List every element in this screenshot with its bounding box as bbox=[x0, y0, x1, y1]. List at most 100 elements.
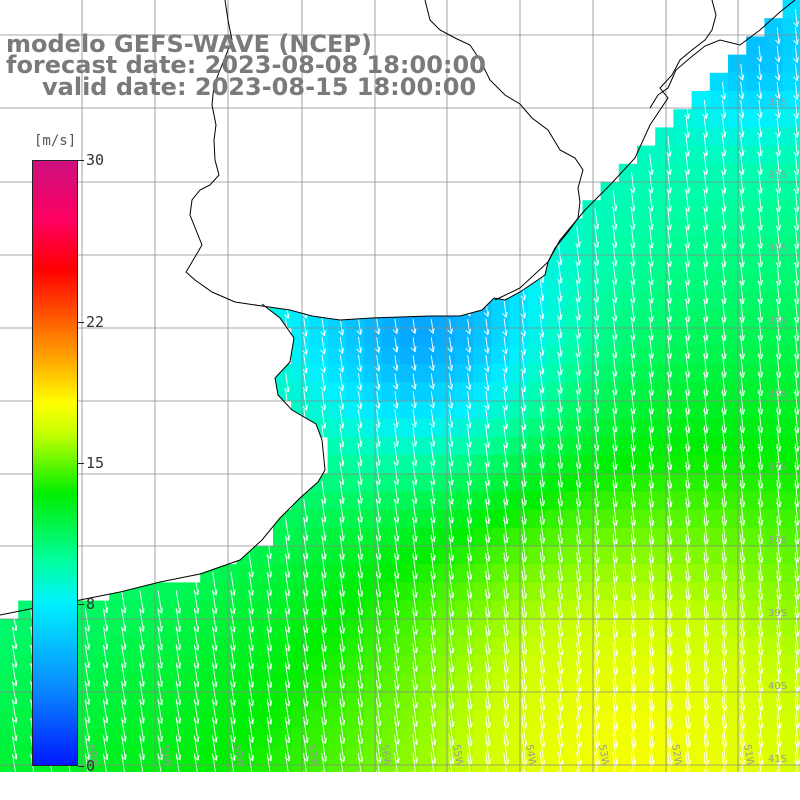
wind-arrow bbox=[702, 244, 709, 268]
wind-speed-cell bbox=[327, 364, 347, 383]
wind-speed-cell bbox=[382, 345, 401, 365]
wind-arrow bbox=[738, 117, 745, 138]
wind-speed-cell bbox=[309, 728, 329, 747]
wind-arrow bbox=[230, 753, 235, 772]
wind-arrow bbox=[594, 624, 601, 656]
wind-speed-cell bbox=[618, 436, 638, 456]
wind-arrow bbox=[721, 751, 725, 772]
wind-arrow bbox=[648, 751, 653, 772]
wind-speed-cell bbox=[36, 764, 56, 772]
wind-speed-cell bbox=[509, 691, 529, 711]
wind-speed-cell bbox=[400, 491, 420, 511]
wind-speed-cell bbox=[400, 509, 420, 529]
wind-speed-cell bbox=[436, 436, 456, 456]
wind-arrow bbox=[793, 117, 800, 138]
wind-speed-cell bbox=[309, 327, 329, 347]
wind-speed-cell bbox=[728, 491, 747, 511]
wind-speed-cell bbox=[127, 691, 147, 711]
wind-arrow bbox=[483, 336, 490, 354]
wind-speed-cell bbox=[345, 655, 365, 674]
wind-arrow bbox=[557, 516, 564, 544]
wind-arrow bbox=[575, 371, 581, 395]
wind-arrow bbox=[630, 353, 636, 378]
wind-speed-cell bbox=[309, 364, 329, 383]
wind-speed-cell bbox=[0, 746, 19, 765]
colorbar-tick-label: 15 bbox=[86, 454, 105, 472]
wind-speed-cell bbox=[673, 491, 693, 511]
wind-speed-cell bbox=[728, 109, 747, 128]
wind-map: 32S 33S 34S 35S 36S 37S 38S 39S 40S 41S 60W 59W 58W… bbox=[0, 0, 800, 772]
wind-speed-cell bbox=[182, 618, 201, 638]
wind-speed-cell bbox=[436, 728, 456, 747]
wind-speed-cell bbox=[109, 691, 128, 711]
wind-arrow bbox=[594, 751, 598, 772]
wind-arrow bbox=[356, 373, 363, 391]
wind-arrow bbox=[539, 752, 544, 772]
wind-arrow bbox=[648, 371, 654, 396]
wind-arrow bbox=[575, 226, 581, 248]
wind-speed-cell bbox=[418, 418, 438, 438]
wind-speed-cell bbox=[163, 582, 183, 602]
wind-speed-cell bbox=[309, 655, 329, 674]
wind-speed-cell bbox=[746, 182, 765, 201]
wind-speed-cell bbox=[0, 709, 19, 729]
wind-speed-cell bbox=[91, 655, 110, 674]
wind-arrow bbox=[575, 390, 582, 414]
wind-arrow bbox=[410, 355, 417, 371]
wind-speed-cell bbox=[91, 764, 110, 772]
wind-speed-cell bbox=[618, 473, 638, 492]
wind-speed-cell bbox=[236, 655, 256, 674]
wind-speed-cell bbox=[291, 527, 310, 547]
wind-speed-cell bbox=[455, 564, 474, 583]
wind-speed-cell bbox=[637, 200, 656, 219]
wind-arrow bbox=[393, 445, 399, 466]
wind-arrow bbox=[611, 190, 618, 212]
wind-speed-cell bbox=[546, 327, 565, 347]
wind-speed-cell bbox=[236, 691, 256, 711]
wind-arrow bbox=[775, 117, 781, 138]
wind-arrow bbox=[721, 480, 727, 508]
wind-arrow bbox=[175, 753, 180, 772]
wind-arrow bbox=[356, 445, 363, 467]
wind-speed-cell bbox=[691, 200, 711, 219]
wind-arrow bbox=[557, 570, 564, 600]
wind-speed-cell bbox=[455, 546, 474, 565]
wind-arrow bbox=[667, 570, 673, 601]
wind-speed-cell bbox=[254, 764, 274, 772]
wind-arrow bbox=[410, 337, 417, 353]
wind-speed-cell bbox=[600, 509, 620, 529]
wind-speed-cell bbox=[163, 764, 183, 772]
wind-speed-cell bbox=[109, 655, 128, 674]
wind-speed-cell bbox=[600, 218, 620, 238]
wind-speed-cell bbox=[782, 72, 800, 92]
wind-arrow bbox=[629, 226, 636, 249]
wind-speed-cell bbox=[582, 291, 602, 310]
wind-arrow bbox=[502, 300, 508, 318]
wind-arrow bbox=[374, 355, 381, 372]
wind-speed-cell bbox=[291, 600, 310, 620]
wind-speed-cell bbox=[291, 655, 310, 674]
wind-speed-cell bbox=[764, 200, 784, 219]
wind-speed-cell bbox=[709, 436, 729, 456]
wind-arrow bbox=[630, 534, 637, 564]
wind-arrow bbox=[594, 697, 601, 730]
wind-speed-cell bbox=[709, 145, 729, 165]
wind-speed-cell bbox=[109, 600, 128, 620]
wind-speed-cell bbox=[473, 746, 492, 765]
wind-arrow bbox=[538, 408, 545, 431]
wind-arrow bbox=[630, 697, 637, 730]
wind-speed-cell bbox=[691, 418, 711, 438]
wind-arrow bbox=[392, 391, 399, 409]
wind-arrow bbox=[648, 570, 655, 601]
wind-speed-cell bbox=[364, 455, 383, 474]
wind-speed-cell bbox=[254, 618, 274, 638]
wind-speed-cell bbox=[709, 473, 729, 492]
wind-speed-cell bbox=[127, 618, 147, 638]
wind-speed-cell bbox=[455, 673, 474, 693]
wind-arrow bbox=[630, 570, 637, 601]
wind-arrow bbox=[430, 752, 435, 772]
wind-arrow bbox=[429, 337, 435, 353]
wind-arrow bbox=[630, 480, 637, 508]
wind-arrow bbox=[157, 753, 162, 772]
wind-speed-cell bbox=[637, 418, 656, 438]
